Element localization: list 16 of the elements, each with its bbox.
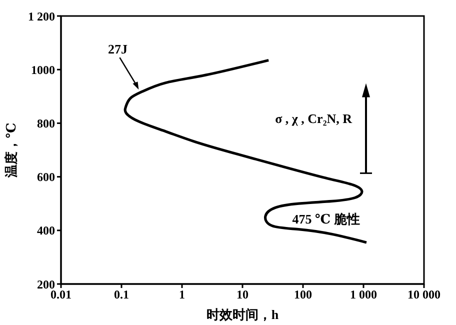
annotation: σ , χ , Cr₂N, R xyxy=(275,111,353,126)
y-tick-label: 1 200 xyxy=(28,9,55,24)
y-tick-label: 600 xyxy=(37,170,55,184)
x-tick-label: 100 xyxy=(294,288,312,302)
y-tick-label: 800 xyxy=(37,116,55,130)
y-axis-title: 温度，℃ xyxy=(4,122,19,178)
x-tick-label: 10 000 xyxy=(408,288,440,302)
annotation: 475 ℃ 脆性 xyxy=(292,211,360,226)
y-tick-label: 400 xyxy=(37,224,55,238)
x-axis-title: 时效时间，h xyxy=(206,307,280,322)
x-tick-label: 10 xyxy=(236,288,248,302)
x-tick-label: 1 000 xyxy=(350,288,377,302)
annotation: 27J xyxy=(108,42,128,57)
x-tick-label: 0.1 xyxy=(114,288,129,302)
y-tick-label: 1000 xyxy=(31,62,55,77)
x-tick-label: 1 xyxy=(179,288,185,302)
